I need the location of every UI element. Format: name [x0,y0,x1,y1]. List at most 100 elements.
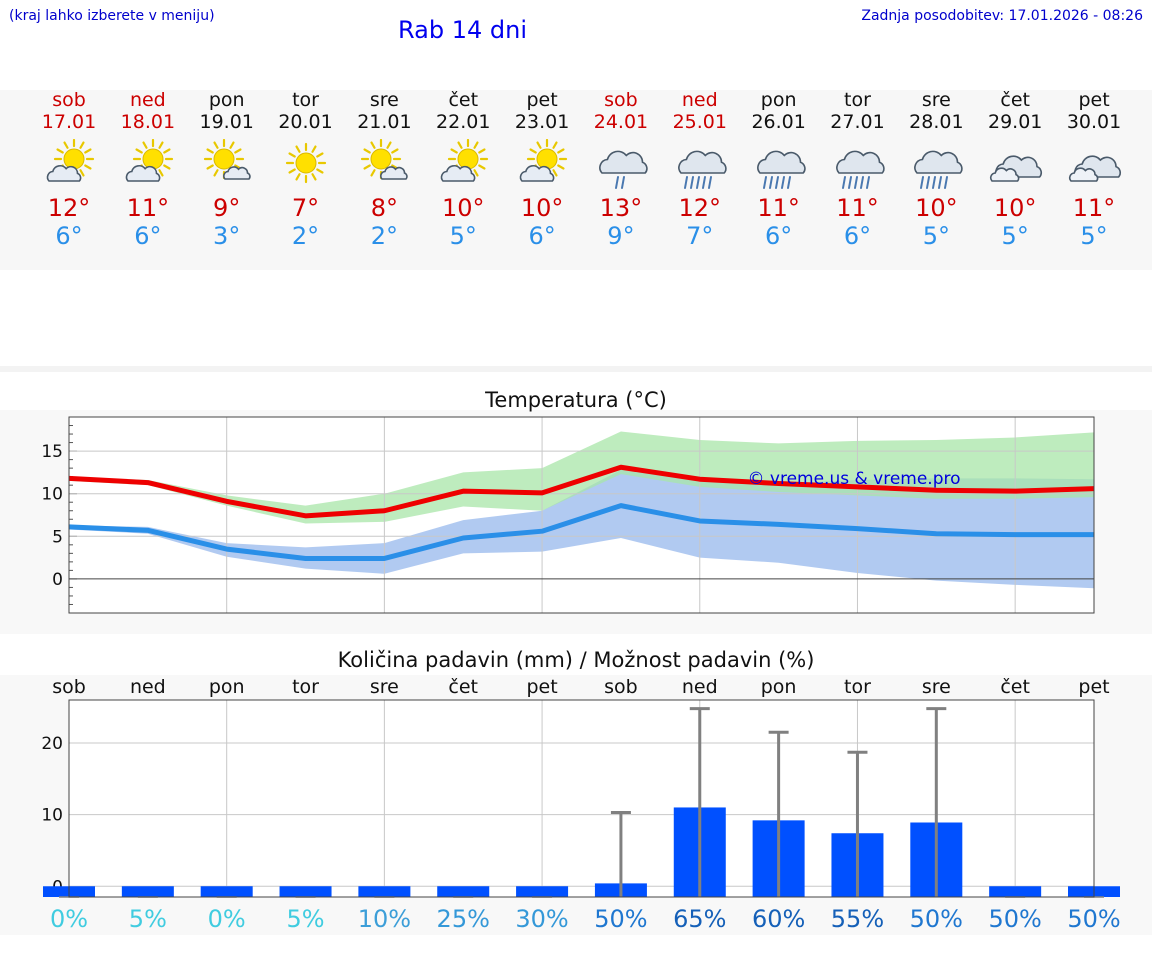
y-tick-label: 20 [41,734,63,754]
day-name: pon [208,89,245,111]
max-temperature: 8° [370,194,399,222]
min-temperature: 9° [607,222,635,250]
day-column: pon 26.01 11° 6° [734,89,824,250]
temperature-chart-title: Temperatura (°C) [485,388,667,412]
max-temperature: 13° [599,194,643,222]
max-temperature: 12° [47,194,91,222]
precipitation-bar [121,886,174,897]
sun-cloud-icon [46,139,95,182]
x-tick-label: čet [448,676,478,698]
day-name: sre [369,89,399,111]
x-tick-label: tor [292,676,319,698]
x-tick-label: tor [844,676,871,698]
precipitation-plot-frame [68,699,1095,898]
day-name: pet [526,89,558,111]
precipitation-chart-title: Količina padavin (mm) / Možnost padavin … [337,648,815,672]
cloud-icon [990,155,1043,182]
cloud-rain-icon [914,150,964,189]
day-date: 18.01 [120,111,176,133]
precipitation-probability: 10% [358,905,411,933]
min-temperature: 5° [1001,222,1029,250]
sun-icon [285,142,326,184]
day-date: 20.01 [278,111,333,133]
max-temperature: 11° [126,194,170,222]
max-temperature: 12° [678,194,722,222]
cloud-rain-icon [835,150,885,189]
precipitation-probability: 0% [208,905,246,933]
min-temperature: 5° [449,222,477,250]
sun-small-cloud-icon [361,139,409,180]
max-temperature: 11° [836,194,879,222]
sun-cloud-icon [519,139,568,182]
x-tick-label: pet [526,676,557,698]
precipitation-bar [358,886,411,897]
day-column: ned 25.01 12° 7° [655,89,745,250]
precipitation-probability: 25% [437,905,490,933]
min-temperature: 6° [55,222,83,250]
max-temperature: 7° [291,194,320,222]
precipitation-probability: 5% [286,905,324,933]
precipitation-probability: 60% [752,905,805,933]
precipitation-bar [279,886,332,897]
precipitation-probability: 50% [988,905,1041,933]
max-temperature: 9° [213,194,241,222]
y-tick-label: 10 [41,806,63,826]
day-date: 17.01 [41,111,97,133]
page-title: Rab 14 dni [398,16,527,44]
precipitation-probability: 50% [1067,905,1120,933]
cloud-light-rain-icon [599,150,648,189]
min-temperature: 5° [922,222,950,250]
day-column: čet 29.01 10° 5° [970,89,1060,250]
day-column: tor 27.01 11° 6° [813,89,903,250]
precipitation-bar [516,886,569,897]
precipitation-probability: 50% [594,905,647,933]
day-column: tor 20.01 7° 2° [261,89,351,250]
precipitation-probability: 0% [50,905,88,933]
sun-small-cloud-icon [203,139,251,180]
day-date: 21.01 [357,111,412,133]
y-tick-label: 0 [52,570,63,590]
min-temperature: 3° [213,222,241,250]
divider [0,366,1152,372]
min-temperature: 6° [843,222,872,250]
max-temperature: 11° [1072,194,1116,222]
day-column: ned 18.01 11° 6° [103,89,193,250]
location-hint: (kraj lahko izberete v meniju) [9,8,215,24]
x-tick-label: pon [761,676,797,698]
x-tick-label: ned [130,676,166,698]
x-tick-label: sre [922,676,951,698]
min-temperature: 6° [528,222,556,250]
precipitation-bar [989,886,1042,897]
day-column: sre 21.01 8° 2° [339,89,429,250]
day-name: pet [1078,89,1110,111]
max-temperature: 10° [441,194,485,222]
precipitation-probability: 50% [910,905,963,933]
day-name: čet [448,89,479,111]
last-update: Zadnja posodobitev: 17.01.2026 - 08:26 [861,8,1143,24]
max-temperature: 10° [520,194,564,222]
min-temperature: 2° [291,222,320,250]
day-name: sob [52,89,86,111]
day-date: 25.01 [672,111,727,133]
y-tick-label: 5 [52,527,63,547]
day-name: sre [921,89,951,111]
day-column: sob 17.01 12° 6° [24,89,114,250]
day-date: 29.01 [987,111,1043,133]
min-temperature: 2° [370,222,399,250]
temperature-plot-frame [68,416,1095,614]
day-date: 26.01 [751,111,806,133]
min-temperature-line [68,503,1094,561]
precipitation-bar [200,886,253,897]
y-tick-label: 10 [41,485,63,505]
day-name: tor [292,89,319,111]
x-tick-label: sre [370,676,399,698]
precipitation-probability: 30% [515,905,568,933]
sun-cloud-icon [125,139,173,182]
day-column: pet 23.01 10° 6° [497,89,587,250]
day-name: čet [1000,89,1030,111]
precipitation-probability: 55% [831,905,884,933]
day-name: pon [760,89,797,111]
day-date: 22.01 [436,111,491,133]
sun-cloud-icon [441,139,489,182]
